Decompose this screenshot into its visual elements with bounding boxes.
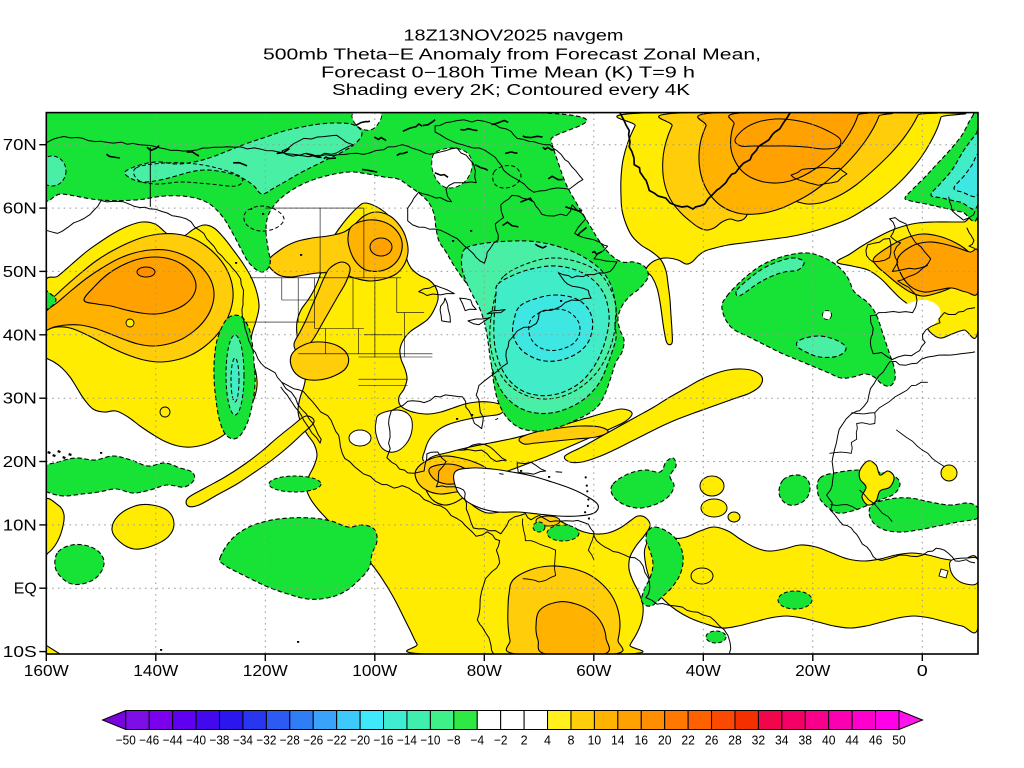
svg-text:50: 50 [892,733,906,748]
svg-text:30N: 30N [3,391,37,408]
svg-text:−50: −50 [116,733,136,748]
svg-text:−38: −38 [210,733,230,748]
svg-text:34: 34 [775,733,789,748]
svg-text:−44: −44 [163,733,183,748]
svg-text:140W: 140W [133,663,178,680]
svg-text:40W: 40W [686,663,721,680]
svg-text:10N: 10N [3,517,37,534]
svg-text:−46: −46 [139,733,159,748]
svg-text:60N: 60N [3,201,37,218]
svg-text:−26: −26 [303,733,323,748]
svg-text:10S: 10S [3,644,37,661]
svg-text:−14: −14 [397,733,417,748]
svg-text:−8: −8 [447,733,461,748]
svg-text:22: 22 [681,733,695,748]
svg-text:−28: −28 [280,733,300,748]
svg-text:−16: −16 [374,733,394,748]
svg-text:0: 0 [917,663,928,680]
svg-text:−2: −2 [494,733,508,748]
svg-text:20: 20 [658,733,672,748]
svg-text:4: 4 [544,733,551,748]
svg-text:EQ: EQ [14,581,37,598]
svg-text:−22: −22 [327,733,347,748]
svg-text:18Z13NOV2025 navgem: 18Z13NOV2025 navgem [404,28,624,45]
svg-text:32: 32 [752,733,766,748]
svg-text:160W: 160W [24,663,69,680]
svg-text:50N: 50N [3,264,37,281]
svg-text:10: 10 [588,733,602,748]
svg-text:26: 26 [705,733,719,748]
svg-text:20W: 20W [795,663,830,680]
svg-text:−20: −20 [350,733,370,748]
svg-text:−40: −40 [186,733,206,748]
svg-text:80W: 80W [467,663,502,680]
svg-text:20N: 20N [3,454,37,471]
svg-text:−10: −10 [420,733,440,748]
svg-text:70N: 70N [3,137,37,154]
svg-text:2: 2 [521,733,528,748]
svg-text:44: 44 [845,733,859,748]
svg-text:500mb Theta−E Anomaly from For: 500mb Theta−E Anomaly from Forecast Zona… [263,47,761,64]
svg-text:38: 38 [799,733,813,748]
svg-text:120W: 120W [243,663,288,680]
svg-text:40: 40 [822,733,836,748]
svg-text:100W: 100W [352,663,397,680]
svg-text:8: 8 [568,733,575,748]
svg-text:14: 14 [611,733,625,748]
svg-text:16: 16 [635,733,649,748]
svg-text:40N: 40N [3,327,37,344]
svg-text:28: 28 [728,733,742,748]
svg-text:Forecast 0−180h Time Mean (K): Forecast 0−180h Time Mean (K) T=9 h [321,65,695,82]
svg-text:−34: −34 [233,733,253,748]
svg-text:46: 46 [869,733,883,748]
svg-text:−4: −4 [471,733,485,748]
svg-text:60W: 60W [576,663,611,680]
svg-text:−32: −32 [256,733,276,748]
svg-text:Shading every 2K; Contoured ev: Shading every 2K; Contoured every 4K [332,82,691,99]
